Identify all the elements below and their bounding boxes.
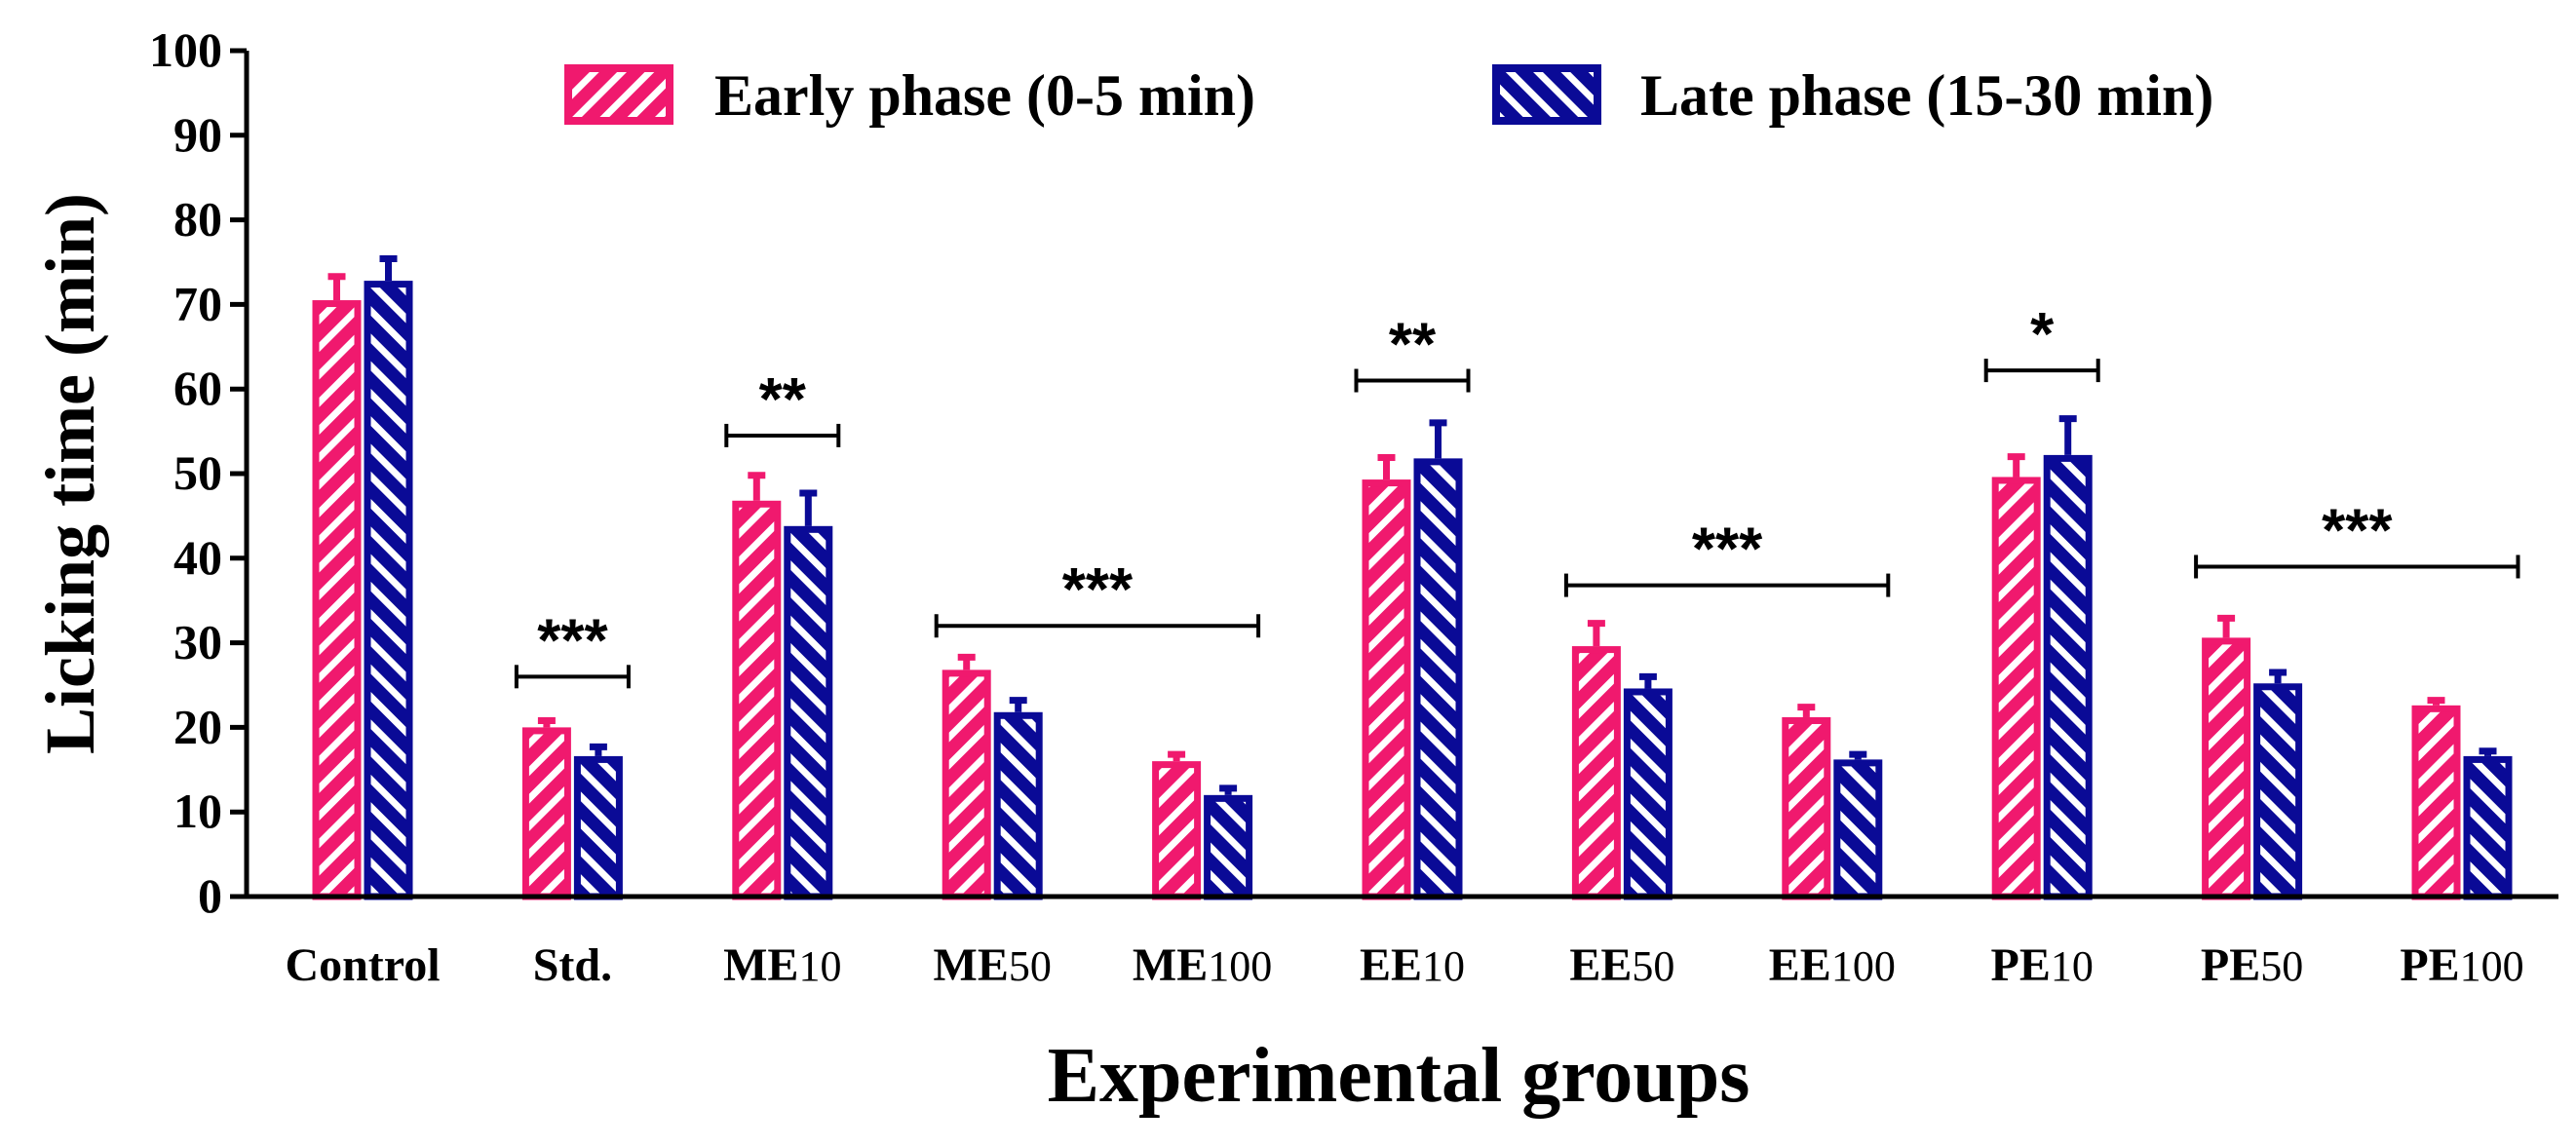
bars (312, 255, 2513, 900)
x-tick-label: PE100 (2400, 939, 2523, 991)
bar-late-phase (2253, 683, 2303, 900)
x-tick-label: Control (285, 939, 440, 991)
x-tick-label: ME100 (1133, 939, 1272, 991)
legend-swatch-late (1492, 64, 1601, 125)
bar-late-phase (573, 755, 623, 900)
x-tick-label: PE10 (1991, 939, 2094, 991)
x-tick-label: Std. (533, 939, 612, 991)
y-tick-label: 40 (173, 530, 222, 585)
y-tick-label: 90 (173, 107, 222, 162)
significance-label: ** (1389, 312, 1437, 379)
bar-early-phase (1362, 479, 1411, 900)
bar-early-phase (1991, 477, 2041, 900)
significance-label: * (2030, 301, 2055, 368)
bar-late-phase (2463, 755, 2513, 900)
legend-label-early: Early phase (0-5 min) (714, 63, 1255, 128)
y-tick-label: 0 (198, 868, 222, 923)
y-tick-label: 70 (173, 276, 222, 330)
x-tick-label: PE50 (2201, 939, 2303, 991)
x-tick-label: EE50 (1569, 939, 1674, 991)
y-tick-label: 80 (173, 192, 222, 247)
bar-early-phase (2202, 637, 2251, 900)
bar-late-phase (1623, 688, 1672, 900)
bar-late-phase (1833, 759, 1883, 900)
bar-early-phase (1152, 761, 1202, 900)
y-tick-label: 20 (173, 699, 222, 753)
bar-early-phase (1782, 716, 1831, 900)
y-tick-label: 50 (173, 445, 222, 500)
significance-label: *** (2322, 497, 2393, 564)
significance-label: *** (1062, 556, 1134, 624)
x-axis-labels: Control Std. ME10 ME50 ME100 EE10 EE50 EE100 PE1… (285, 939, 2523, 991)
legend-item-late: Late phase (15-30 min) (1492, 63, 2213, 128)
bar-early-phase (942, 669, 991, 900)
significance-label: ** (759, 366, 807, 434)
x-tick-label: ME50 (934, 939, 1052, 991)
legend: Early phase (0-5 min) Late phase (15-30 … (564, 63, 2213, 128)
significance-label: *** (1692, 516, 1763, 584)
bar-late-phase (364, 281, 413, 900)
bar-late-phase (2043, 454, 2093, 900)
x-tick-label: EE100 (1769, 939, 1896, 991)
y-tick-label: 30 (173, 615, 222, 669)
y-tick-label: 60 (173, 361, 222, 415)
significance-label: *** (537, 607, 608, 674)
legend-swatch-early (564, 64, 673, 125)
legend-label-late: Late phase (15-30 min) (1640, 63, 2213, 128)
bar-early-phase (732, 500, 782, 900)
legend-item-early: Early phase (0-5 min) (564, 63, 1255, 128)
x-tick-label: ME10 (723, 939, 841, 991)
significance-markers: ***************** (514, 301, 2520, 689)
bar-early-phase (521, 727, 571, 900)
y-tick-label: 10 (173, 784, 222, 838)
bar-early-phase (312, 300, 362, 900)
y-axis-title: Licking time (min) (31, 193, 109, 754)
x-tick-label: EE10 (1360, 939, 1465, 991)
bar-late-phase (1413, 458, 1463, 900)
bar-early-phase (1571, 646, 1621, 900)
bar-late-phase (1204, 794, 1253, 900)
x-axis-title: Experimental groups (1048, 1033, 1750, 1119)
y-axis-ticks: 0 10 20 30 40 50 60 70 80 90 100 (149, 22, 247, 923)
y-tick-label: 100 (149, 22, 222, 77)
bar-early-phase (2411, 705, 2461, 900)
bar-late-phase (993, 711, 1043, 900)
bar-late-phase (784, 525, 833, 900)
